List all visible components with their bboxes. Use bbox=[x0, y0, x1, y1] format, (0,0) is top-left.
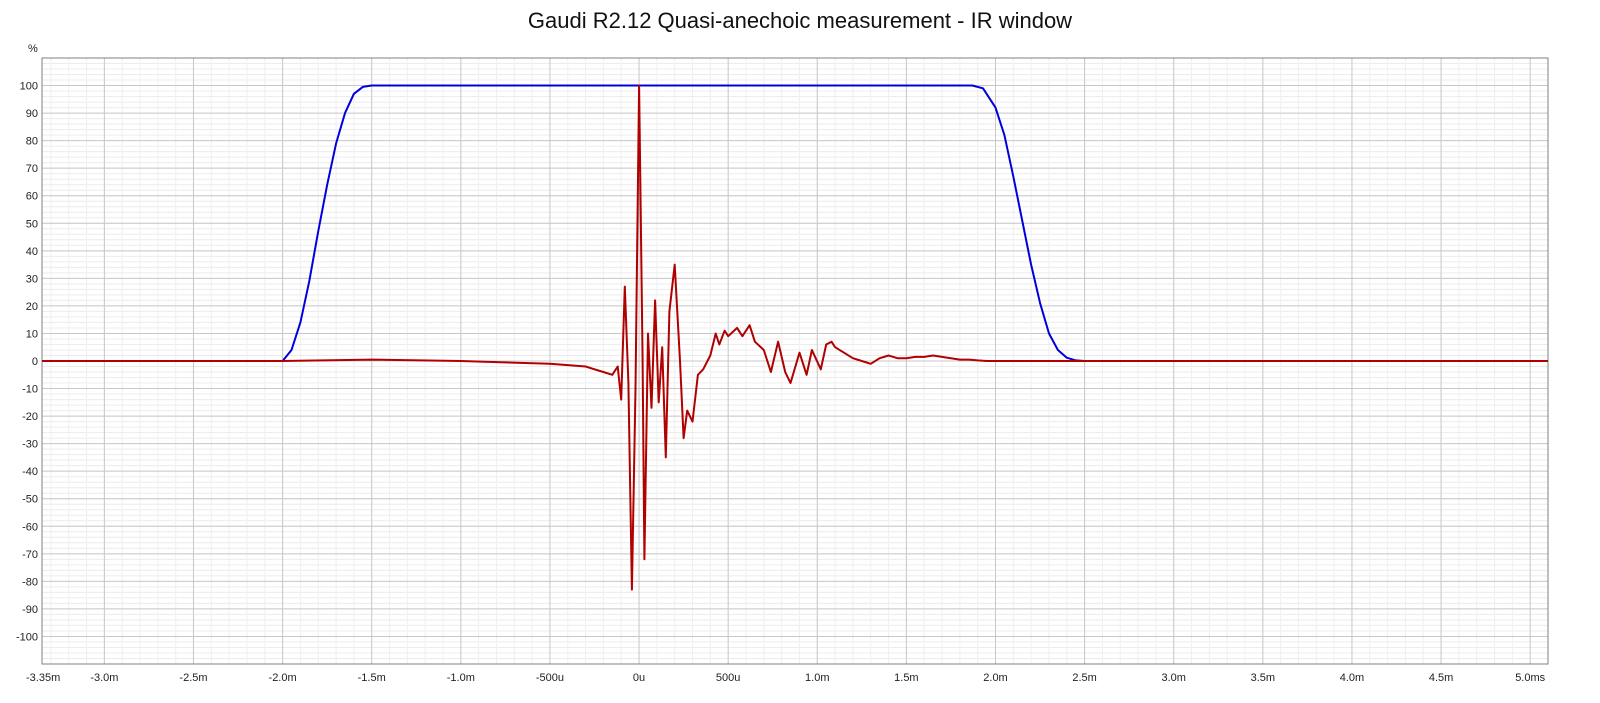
y-tick-label: -60 bbox=[22, 521, 38, 533]
y-tick-label: 70 bbox=[26, 163, 38, 175]
x-tick-label: -1.0m bbox=[447, 672, 475, 684]
series-line-1 bbox=[42, 84, 1548, 362]
x-tick-label: -500u bbox=[536, 672, 564, 684]
x-tick-label: 3.5m bbox=[1251, 672, 1275, 684]
y-tick-label: -100 bbox=[16, 631, 38, 643]
y-tick-label: -90 bbox=[22, 604, 38, 616]
y-tick-label: -20 bbox=[22, 411, 38, 423]
y-tick-label: 100 bbox=[20, 81, 38, 93]
y-tick-label: -10 bbox=[22, 384, 38, 396]
x-tick-label: 1.0m bbox=[805, 672, 829, 684]
x-axis-ticks: -3.35m -3.0m -2.5m -2.0m -1.5m -1.0m -500u 0u 50… bbox=[26, 672, 1546, 684]
x-tick-label: -3.0m bbox=[90, 672, 118, 684]
x-tick-label: -2.5m bbox=[179, 672, 207, 684]
y-tick-label: 60 bbox=[26, 191, 38, 203]
y-tick-label: -30 bbox=[22, 439, 38, 451]
y-tick-label: -70 bbox=[22, 549, 38, 561]
y-tick-label: 0 bbox=[32, 356, 38, 368]
y-tick-label: 30 bbox=[26, 273, 38, 285]
y-tick-label: 80 bbox=[26, 136, 38, 148]
x-tick-label: -1.5m bbox=[358, 672, 386, 684]
series-line-2 bbox=[42, 84, 1548, 591]
y-tick-label: -50 bbox=[22, 494, 38, 506]
y-tick-label: 90 bbox=[26, 108, 38, 120]
y-axis-ticks: 1009080706050403020100-10-20-30-40-50-60… bbox=[16, 81, 38, 644]
y-tick-label: -80 bbox=[22, 576, 38, 588]
x-tick-label: 0u bbox=[633, 672, 645, 684]
x-tick-label: 500u bbox=[716, 672, 740, 684]
x-tick-label: -2.0m bbox=[269, 672, 297, 684]
x-tick-label: 2.0m bbox=[983, 672, 1007, 684]
series-layer bbox=[42, 84, 1548, 591]
y-tick-label: 40 bbox=[26, 246, 38, 258]
y-axis-unit: % bbox=[28, 43, 38, 55]
y-tick-label: -40 bbox=[22, 466, 38, 478]
y-tick-label: 10 bbox=[26, 328, 38, 340]
x-tick-label: 3.0m bbox=[1161, 672, 1185, 684]
x-tick-label: -3.35m bbox=[26, 672, 60, 684]
y-tick-label: 20 bbox=[26, 301, 38, 313]
x-tick-label: 5.0ms bbox=[1515, 672, 1545, 684]
y-tick-label: 50 bbox=[26, 218, 38, 230]
chart-title: Gaudi R2.12 Quasi-anechoic measurement -… bbox=[527, 8, 1073, 33]
x-tick-label: 4.0m bbox=[1340, 672, 1364, 684]
x-tick-label: 2.5m bbox=[1072, 672, 1096, 684]
x-tick-label: 4.5m bbox=[1429, 672, 1453, 684]
x-tick-label: 1.5m bbox=[894, 672, 918, 684]
